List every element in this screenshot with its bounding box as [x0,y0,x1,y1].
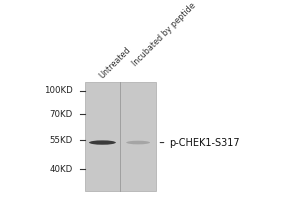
Bar [85,82,156,191]
Text: Untreated: Untreated [98,46,133,81]
Ellipse shape [126,141,150,144]
Text: 40KD: 40KD [50,165,73,174]
Ellipse shape [89,140,116,145]
Text: 55KD: 55KD [50,136,73,145]
Text: Incubated by peptide: Incubated by peptide [130,1,197,68]
Text: 70KD: 70KD [50,110,73,119]
Text: p-CHEK1-S317: p-CHEK1-S317 [160,138,240,148]
Text: 100KD: 100KD [44,86,73,95]
